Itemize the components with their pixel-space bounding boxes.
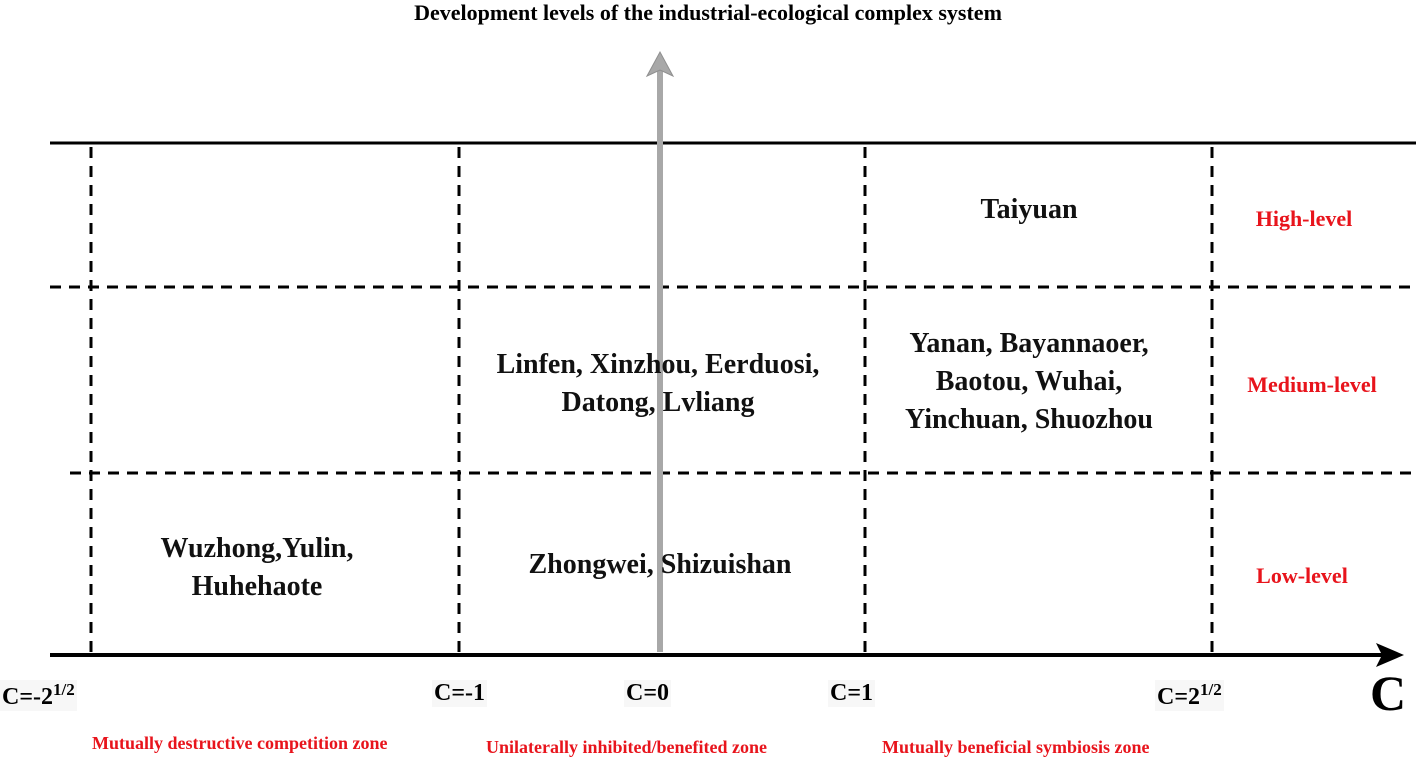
level-high-label: High-level (1255, 206, 1353, 231)
cell-medium-symbiosis-line1: Yanan, Bayannaoer, (909, 328, 1149, 359)
cell-low-destructive-line2: Huhehaote (191, 571, 323, 602)
cell-high-symbiosis-text: Taiyuan (980, 194, 1078, 225)
tick-neg-sqrt2-exp: 1/2 (53, 680, 75, 699)
cell-low-unilateral-text: Zhongwei, Shizuishan (528, 549, 792, 580)
zone-symbiosis-label: Mutually beneficial symbiosis zone (882, 737, 1150, 757)
cell-low-unilateral: Zhongwei, Shizuishan (460, 540, 860, 590)
zone-destructive-label: Mutually destructive competition zone (92, 733, 388, 753)
cell-medium-unilateral: Linfen, Xinzhou, Eerduosi, Datong, Lvlia… (450, 340, 866, 428)
tick-neg-sqrt2-base: C=-2 (2, 684, 53, 710)
tick-zero: C=0 (624, 680, 672, 707)
cell-low-destructive: Wuzhong,Yulin, Huhehaote (92, 528, 422, 608)
level-low-label: Low-level (1256, 563, 1348, 588)
cell-medium-symbiosis-line3: Yinchuan, Shuozhou (905, 404, 1153, 435)
cell-high-symbiosis: Taiyuan (866, 180, 1192, 240)
diagram-title: Development levels of the industrial-eco… (414, 0, 1002, 25)
vertical-axis-arrowhead (645, 50, 675, 78)
cell-low-destructive-line1: Wuzhong,Yulin, (160, 533, 354, 564)
zone-unilateral-label: Unilaterally inhibited/benefited zone (486, 737, 767, 757)
tick-neg-sqrt2: C=-21/2 (0, 680, 77, 711)
tick-sqrt2-exp: 1/2 (1200, 680, 1222, 699)
level-medium-label: Medium-level (1247, 372, 1377, 397)
horizontal-axis-arrowhead (1376, 643, 1404, 667)
cell-medium-unilateral-line2: Datong, Lvliang (561, 387, 755, 418)
tick-sqrt2: C=21/2 (1155, 680, 1224, 711)
cell-medium-symbiosis: Yanan, Bayannaoer, Baotou, Wuhai, Yinchu… (866, 322, 1192, 442)
horizontal-axis-label: C (1370, 665, 1407, 721)
cell-medium-symbiosis-line2: Baotou, Wuhai, (935, 366, 1123, 397)
cell-medium-unilateral-line1: Linfen, Xinzhou, Eerduosi, (496, 349, 820, 380)
tick-one: C=1 (828, 680, 876, 707)
tick-sqrt2-base: C=2 (1157, 684, 1201, 710)
tick-neg-one: C=-1 (432, 680, 487, 707)
